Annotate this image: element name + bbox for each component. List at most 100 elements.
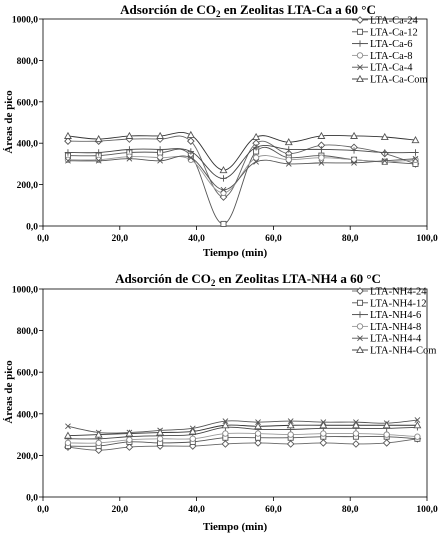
chart-2-series-lta-nh4-8-point — [64, 439, 72, 447]
chart-2-series-lta-nh4-com-line — [67, 424, 418, 437]
chart-1-series-lta-ca-8-point — [350, 156, 358, 163]
chart-2-legend-entry-lta-nh4-6: LTA-NH4-6 — [352, 310, 421, 321]
chart-1-x-tick-label: 60,0 — [265, 234, 282, 244]
chart-1-legend-entry-lta-ca-8-label: LTA-Ca-8 — [370, 51, 413, 62]
chart-1-legend-entry-lta-ca-12-label: LTA-Ca-12 — [370, 27, 418, 38]
chart-1-legend-entry-lta-ca-6: LTA-Ca-6 — [352, 39, 413, 50]
chart-2-series-lta-nh4-com-point — [221, 421, 230, 429]
chart-1-series-lta-ca-4-point — [95, 157, 102, 164]
chart-2-series-lta-nh4-com-point — [382, 421, 391, 429]
chart-2-series-lta-nh4-com-point — [413, 421, 422, 429]
chart-1-series-lta-ca-4-point — [187, 154, 194, 161]
chart-1-series-lta-ca-6-point — [220, 175, 227, 182]
chart-2-legend-entry-lta-nh4-4: LTA-NH4-4 — [352, 334, 422, 345]
chart-2-series-lta-nh4-com — [63, 421, 422, 439]
chart-2-y-axis-label: Áreas de pico — [3, 360, 15, 424]
chart-2-x-tick-label: 60,0 — [265, 505, 282, 515]
chart-2-series-lta-nh4-24-point — [254, 439, 262, 447]
chart-1-y-tick-label: 0,0 — [26, 223, 38, 233]
chart-2-series-lta-nh4-4-point — [414, 417, 421, 423]
chart-2-plot-area: 0,0 20,0 40,0 60,0 80,0 100,0 0,0 200,0 400,0 600… — [12, 286, 438, 516]
chart-2-legend-entry-lta-nh4-8: LTA-NH4-8 — [352, 322, 421, 333]
chart-1-series-lta-ca-4-point — [381, 157, 388, 164]
chart-2-legend-entry-lta-nh4-24-label: LTA-NH4-24 — [370, 287, 427, 298]
chart-2-legend-entry-lta-nh4-com: LTA-NH4-Com — [352, 346, 436, 357]
chart-1-x-tick-label: 80,0 — [342, 234, 359, 244]
chart-2-series-lta-nh4-com-point — [156, 428, 165, 436]
chart-1-legend-entry-lta-ca-com-label: LTA-Ca-Com — [370, 75, 428, 86]
chart-1-series-lta-ca-8-point — [126, 153, 133, 160]
chart-2-series-lta-nh4-8-point — [222, 430, 229, 437]
chart-1-series-lta-ca-4-point — [65, 157, 71, 164]
chart-2-legend-entry-lta-nh4-6-marker — [356, 311, 364, 318]
chart-2-legend-entry-lta-nh4-12: LTA-NH4-12 — [352, 298, 427, 309]
chart-2-series-lta-nh4-com-point — [188, 427, 197, 435]
chart-2-series-lta-nh4-8-point — [320, 430, 327, 437]
chart-1-x-tick-label: 40,0 — [188, 234, 205, 244]
chart-2-legend-entry-lta-nh4-12-label: LTA-NH4-12 — [370, 298, 427, 309]
chart-2-series-lta-nh4-24-point — [286, 440, 295, 448]
chart-2-title-part: Adsorción de CO — [115, 271, 211, 286]
chart-2-legend-entry-lta-nh4-8-marker — [356, 323, 364, 330]
chart-2-series-lta-nh4-4-point — [287, 418, 294, 424]
chart-1-series-lta-ca-4-point — [412, 155, 419, 162]
chart-1-series-lta-ca-com-point — [219, 165, 228, 174]
chart-2-series-lta-nh4-4-point — [255, 419, 261, 425]
chart-1-series-lta-ca-24-point — [187, 137, 195, 145]
chart-2-y-tick-label: 200,0 — [17, 452, 39, 462]
chart-2-series-lta-nh4-com-point — [254, 422, 263, 430]
chart-1-series-lta-ca-4-point — [351, 159, 357, 166]
chart-1-title: Adsorción de CO2 en Zeolitas LTA-Ca a 60… — [120, 2, 376, 19]
chart-2-series-lta-nh4-8-point — [352, 430, 360, 437]
chart-1-legend: LTA-Ca-24LTA-Ca-12LTA-Ca-6LTA-Ca-8LTA-Ca… — [352, 16, 428, 86]
chart-1: Adsorción de CO2 en Zeolitas LTA-Ca a 60… — [3, 2, 438, 259]
chart-2-y-tick-label: 400,0 — [17, 410, 39, 420]
chart-2-series-lta-nh4-8-point — [287, 431, 294, 438]
chart-1-title-part: Adsorción de CO — [120, 2, 216, 17]
chart-1-series-lta-ca-6-point — [412, 149, 419, 156]
chart-1-series-lta-ca-6-point — [187, 148, 195, 155]
chart-1-series-lta-ca-6-point — [156, 146, 164, 153]
chart-1-x-tick-label: 20,0 — [111, 234, 128, 244]
chart-1-series-lta-ca-6-point — [252, 144, 260, 151]
chart-2-legend-entry-lta-nh4-12-marker — [356, 299, 364, 306]
chart-1-series-lta-ca-com-point — [380, 132, 389, 141]
chart-2-x-axis-label: Tiempo (min) — [203, 521, 268, 533]
chart-2-series-lta-nh4-com-point — [63, 431, 72, 439]
chart-2-x-tick-label: 80,0 — [342, 505, 359, 515]
chart-1-series-lta-ca-6-point — [350, 147, 358, 154]
chart-2-legend: LTA-NH4-24LTA-NH4-12LTA-NH4-6LTA-NH4-8LT… — [352, 287, 436, 357]
chart-1-legend-entry-lta-ca-8: LTA-Ca-8 — [352, 51, 413, 62]
chart-2-series-lta-nh4-24-point — [352, 440, 360, 448]
chart-2-legend-entry-lta-nh4-com-label: LTA-NH4-Com — [370, 346, 436, 357]
chart-1-series-lta-ca-24-point — [64, 137, 72, 145]
chart-1-legend-entry-lta-ca-24: LTA-Ca-24 — [352, 16, 419, 27]
chart-2-x-tick-label: 40,0 — [188, 505, 205, 515]
chart-1-series-lta-ca-com-point — [125, 131, 134, 139]
chart-1-series-lta-ca-4-point — [318, 159, 325, 166]
chart-1-series-lta-ca-com-line — [67, 132, 416, 171]
chart-2-series-lta-nh4-8-point — [414, 433, 421, 440]
chart-2-legend-entry-lta-nh4-4-label: LTA-NH4-4 — [370, 334, 422, 345]
chart-1-legend-entry-lta-ca-24-label: LTA-Ca-24 — [370, 16, 419, 27]
chart-2-series-lta-nh4-8-point — [254, 430, 262, 437]
chart-2-series-lta-nh4-4-point — [222, 418, 229, 424]
chart-1-series-lta-ca-4-point — [157, 157, 163, 164]
chart-2-series-lta-nh4-8-point — [95, 439, 102, 447]
chart-1-series-lta-ca-6-point — [95, 149, 102, 156]
chart-2-series-lta-nh4-8-point — [383, 431, 390, 438]
chart-1-legend-entry-lta-ca-12-marker — [356, 28, 364, 35]
chart-2-series-lta-nh4-com-point — [125, 429, 134, 437]
chart-1-x-tick-label: 100,0 — [416, 234, 438, 244]
chart-1-series-lta-ca-8-point — [381, 158, 388, 166]
chart-2-legend-entry-lta-nh4-6-label: LTA-NH4-6 — [370, 310, 421, 321]
chart-1-series-lta-ca-com-point — [317, 131, 326, 139]
chart-1-y-tick-label: 400,0 — [17, 140, 39, 150]
chart-2-series-lta-nh4-com-point — [351, 421, 360, 429]
chart-1-series-lta-ca-6-point — [318, 146, 325, 153]
chart-2: Adsorción de CO2 en Zeolitas LTA-NH4 a 6… — [3, 271, 438, 533]
chart-1-series-lta-ca-8-point — [412, 156, 419, 163]
chart-1-series-lta-ca-4-point — [285, 161, 292, 167]
chart-1-legend-entry-lta-ca-4-label: LTA-Ca-4 — [370, 63, 413, 74]
chart-1-series-lta-ca-8-point — [285, 156, 292, 163]
